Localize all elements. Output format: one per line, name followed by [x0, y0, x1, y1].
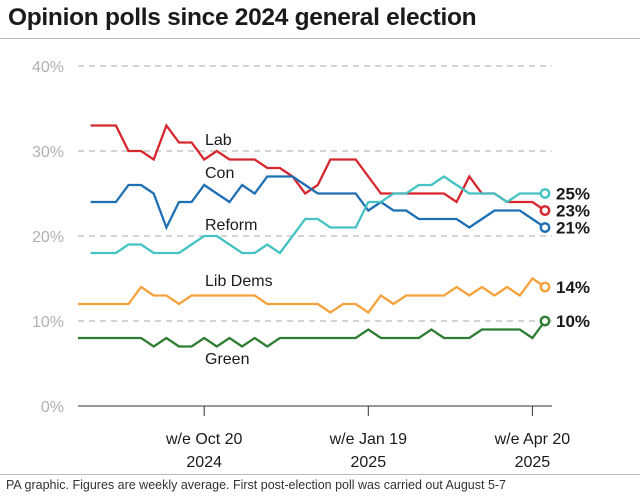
y-tick-label: 20% — [32, 229, 64, 246]
y-tick-label: 30% — [32, 144, 64, 161]
series-name-lab: Lab — [205, 132, 232, 149]
end-value-con: 21% — [556, 219, 590, 238]
title-divider — [0, 38, 640, 39]
x-tick-year: 2025 — [515, 454, 551, 471]
series-line-con — [90, 175, 546, 231]
series-line-green — [78, 320, 546, 348]
x-tick-label: w/e Jan 19 — [329, 431, 407, 448]
series-line-lib-dems — [78, 276, 546, 315]
chart-title: Opinion polls since 2024 general electio… — [8, 4, 477, 31]
source-note: PA graphic. Figures are weekly average. … — [6, 478, 507, 492]
x-tick-label: w/e Oct 20 — [165, 431, 243, 448]
series-labels: 23% Lab 21% Con 25% Reform 14% Lib Dems 10% Green — [205, 132, 590, 368]
series-line-lab — [90, 123, 546, 212]
end-marker-green — [539, 315, 551, 327]
x-tick-label: w/e Apr 20 — [494, 431, 571, 448]
y-tick-label: 10% — [32, 314, 64, 331]
footer-divider — [0, 474, 640, 475]
end-value-lab: 23% — [556, 202, 590, 221]
series-name-con: Con — [205, 165, 234, 182]
y-tick-label: 40% — [32, 59, 64, 76]
end-value-lib-dems: 14% — [556, 278, 590, 297]
end-marker-con — [539, 222, 551, 233]
series-lines — [78, 123, 551, 348]
end-marker-reform — [539, 188, 551, 199]
series-name-reform: Reform — [205, 217, 257, 234]
end-marker-lib-dems — [539, 281, 551, 293]
end-marker-lab — [539, 205, 551, 216]
end-value-green: 10% — [556, 312, 590, 331]
end-value-reform: 25% — [556, 185, 590, 204]
x-tick-year: 2024 — [186, 454, 222, 471]
series-line-reform — [90, 175, 545, 255]
series-name-lib-dems: Lib Dems — [205, 273, 273, 290]
axes: 0% 10% 20% 30% 40% w/e Oct 20 2024 w/e Jan 19 20… — [32, 59, 570, 471]
y-tick-label: 0% — [41, 399, 64, 416]
series-name-green: Green — [205, 351, 249, 368]
line-chart: 0% 10% 20% 30% 40% w/e Oct 20 2024 w/e Jan 19 20… — [32, 59, 590, 471]
x-tick-year: 2025 — [351, 454, 387, 471]
